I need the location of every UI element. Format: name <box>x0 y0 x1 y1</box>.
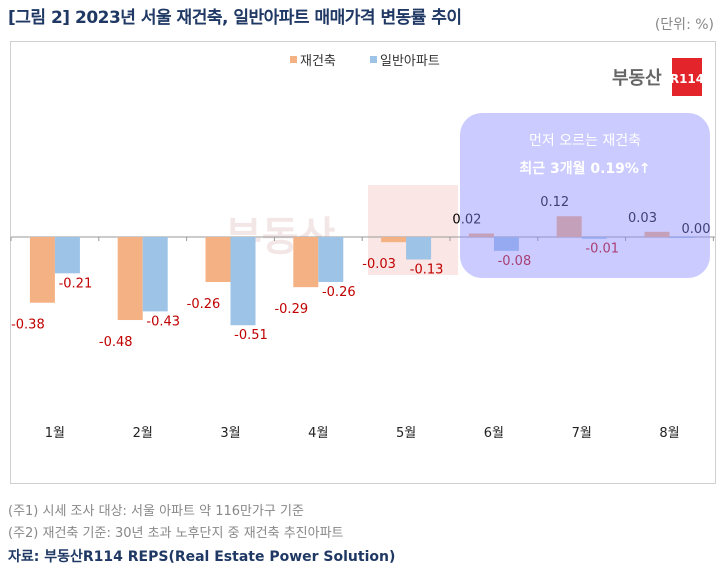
chart-title: [그림 2] 2023년 서울 재건축, 일반아파트 매매가격 변동률 추이 <box>8 8 462 28</box>
x-tick-label: 6월 <box>484 426 504 441</box>
bar-general <box>406 237 432 260</box>
logo-badge <box>672 58 702 96</box>
bar-reconstruction <box>556 216 582 237</box>
data-label: -0.29 <box>274 302 308 317</box>
callout-line-1: 먼저 오르는 재건축 <box>529 133 641 149</box>
bar-general <box>669 237 695 238</box>
source: 자료: 부동산R114 REPS(Real Estate Power Solut… <box>8 549 396 565</box>
data-label: -0.03 <box>362 257 396 272</box>
data-label: 0.02 <box>452 213 481 228</box>
bar-reconstruction <box>293 237 319 288</box>
legend-swatch <box>290 56 297 63</box>
legend-label: 일반아파트 <box>380 54 440 69</box>
x-tick-label: 2월 <box>133 426 153 441</box>
bar-general <box>581 237 607 239</box>
x-tick-label: 8월 <box>659 426 679 441</box>
callout-line-2: 최근 3개월 0.19%↑ <box>519 160 650 177</box>
bar-reconstruction <box>29 237 55 303</box>
logo-text: 부동산 <box>612 68 662 89</box>
note-1: (주1) 시세 조사 대상: 서울 아파트 약 116만가구 기준 <box>8 504 304 519</box>
data-label: 0.03 <box>628 211 657 226</box>
bar-general <box>142 237 168 312</box>
bar-general <box>54 237 80 274</box>
data-label: -0.08 <box>498 254 532 269</box>
data-label: -0.26 <box>187 297 221 312</box>
data-label: -0.48 <box>99 335 133 350</box>
data-label: -0.01 <box>585 242 619 257</box>
bar-reconstruction <box>205 237 231 282</box>
bar-reconstruction <box>644 231 670 237</box>
data-label: 0.12 <box>540 195 569 210</box>
chart-area <box>10 41 716 484</box>
data-label: -0.13 <box>410 262 444 277</box>
bar-reconstruction <box>381 237 407 243</box>
x-tick-label: 5월 <box>396 426 416 441</box>
logo-badge-text: R114 <box>670 72 704 86</box>
legend-swatch <box>370 56 377 63</box>
bar-reconstruction <box>117 237 143 321</box>
bar-reconstruction <box>468 233 494 237</box>
data-label: -0.21 <box>59 276 93 291</box>
data-label: 0.00 <box>682 222 711 237</box>
x-tick-label: 7월 <box>572 426 592 441</box>
data-label: -0.26 <box>322 285 356 300</box>
callout-box <box>460 113 710 278</box>
data-label: -0.51 <box>234 328 268 343</box>
x-tick-label: 1월 <box>45 426 65 441</box>
x-tick-label: 3월 <box>220 426 240 441</box>
bar-general <box>493 237 519 251</box>
watermark-badge <box>368 185 458 275</box>
data-label: -0.38 <box>11 318 45 333</box>
data-label: -0.43 <box>146 314 180 329</box>
bar-chart: 부동산 1월 -0.38 -0.21 2월 -0.48 -0.43 3월 -0.26 -0.51 4… <box>10 54 715 441</box>
x-tick-label: 4월 <box>308 426 328 441</box>
note-2: (주2) 재건축 기준: 30년 초과 노후단지 중 재건축 추진아파트 <box>8 526 344 541</box>
legend-label: 재건축 <box>300 54 336 69</box>
bar-general <box>230 237 256 326</box>
unit-label: (단위: %) <box>654 17 714 33</box>
bar-general <box>318 237 344 282</box>
